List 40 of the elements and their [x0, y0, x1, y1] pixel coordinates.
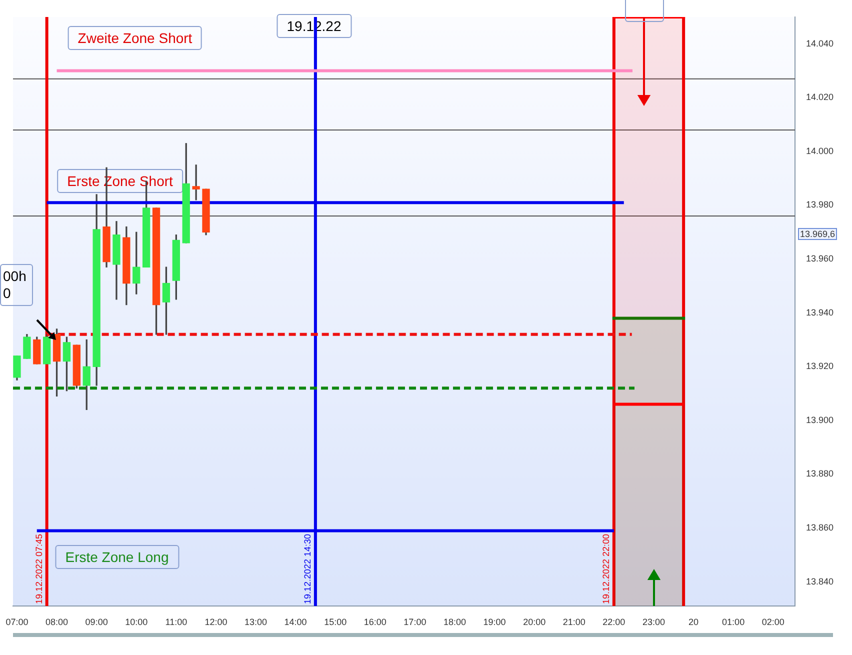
- y-tick-label: 14.000: [806, 146, 834, 156]
- annotation: Zweite Zone Short: [68, 26, 202, 50]
- y-tick-label: 14.040: [806, 38, 834, 48]
- x-tick-label: 07:00: [6, 616, 28, 627]
- x-tick-label: 20: [688, 616, 699, 627]
- annotation: 00h: [3, 268, 26, 285]
- y-tick-label: 13.920: [806, 361, 834, 372]
- x-tick-label: 11:00: [165, 616, 188, 627]
- candlestick: [192, 164, 200, 200]
- y-tick-label: 14.020: [806, 92, 834, 102]
- ref-line-label: 19.12.2022 22:00: [600, 534, 611, 604]
- text: 13.969,6: [798, 228, 838, 240]
- x-tick-label: 14:00: [284, 616, 307, 627]
- x-tick-label: 22:00: [602, 616, 626, 627]
- x-tick-label: 10:00: [125, 616, 148, 627]
- annotation: Erste Zone Long: [55, 545, 179, 569]
- x-tick-label: 16:00: [364, 616, 386, 627]
- y-tick-label: 13.960: [806, 254, 834, 264]
- x-tick-label: 12:00: [204, 616, 228, 627]
- y-tick-label: 13.840: [806, 576, 834, 586]
- ref-line-label: 19.12.2022 14:30: [302, 534, 312, 604]
- x-tick-label: 08:00: [46, 616, 68, 627]
- y-tick-label: 13.980: [806, 200, 834, 210]
- x-tick-label: 09:00: [85, 616, 108, 627]
- x-tick-label: 15:00: [324, 616, 347, 627]
- y-tick-label: 13.860: [806, 522, 834, 532]
- ref-line-label: 19.12.2022 07:45: [34, 534, 44, 604]
- x-tick-label: 02:00: [762, 616, 784, 627]
- text: 0: [3, 285, 12, 302]
- x-tick-label: 19:00: [483, 616, 506, 627]
- x-tick-label: 13:00: [244, 616, 268, 627]
- x-tick-label: 18:00: [443, 616, 466, 627]
- x-tick-label: 21:00: [562, 616, 586, 627]
- x-tick-label: 20:00: [523, 616, 546, 627]
- x-tick-label: 23:00: [642, 616, 665, 627]
- y-tick-label: 13.940: [806, 307, 834, 318]
- y-tick-label: 13.900: [806, 414, 834, 425]
- y-tick-label: 13.880: [806, 468, 834, 479]
- x-tick-label: 17:00: [404, 616, 426, 627]
- x-tick-label: 01:00: [722, 616, 745, 627]
